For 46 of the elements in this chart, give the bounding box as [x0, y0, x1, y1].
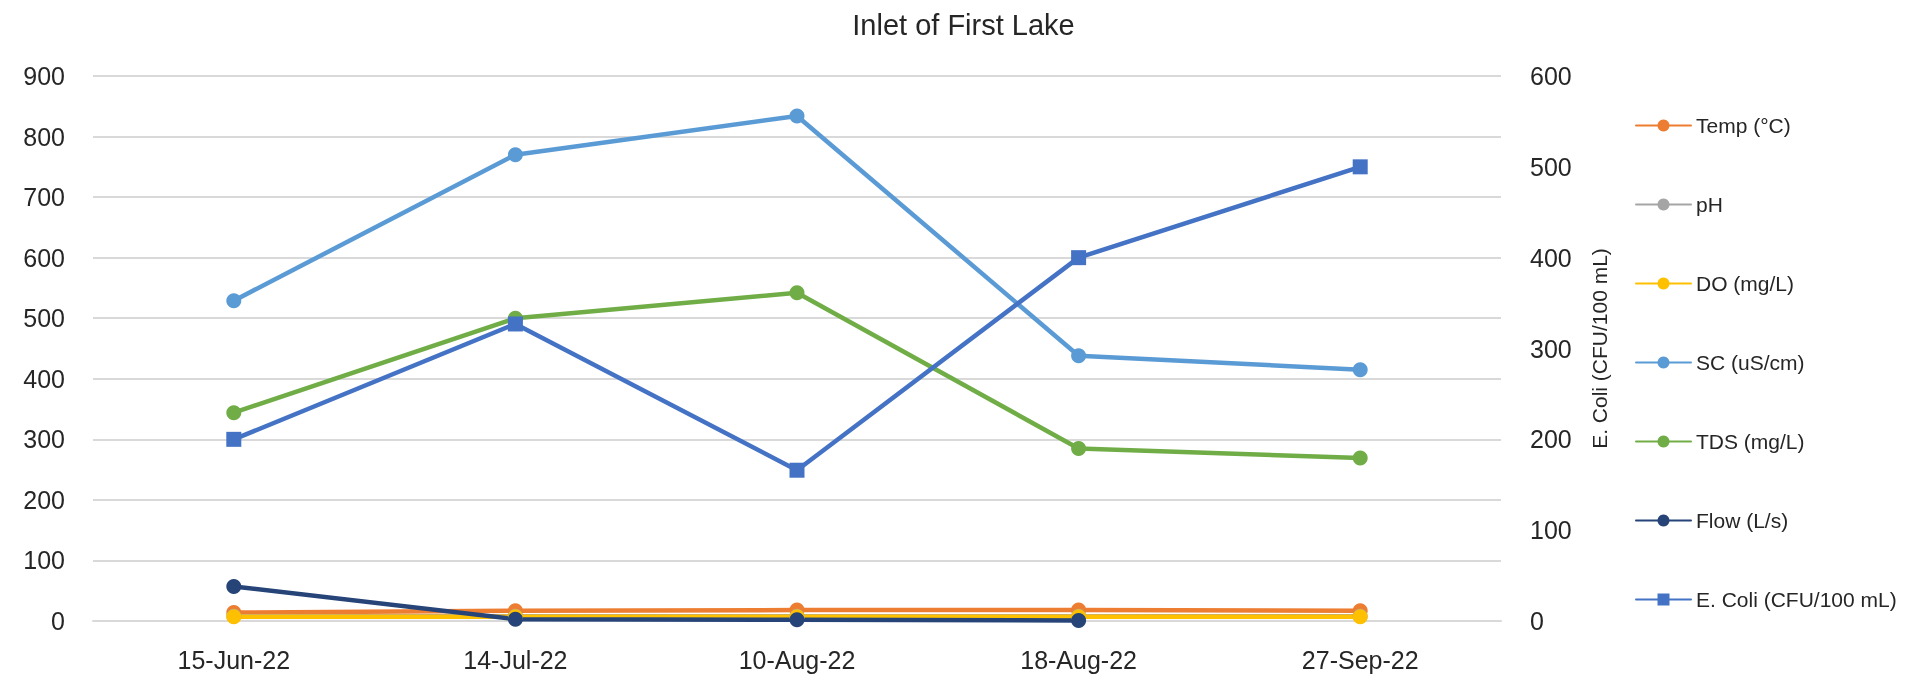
point: [226, 578, 242, 594]
legend-label: pH: [1696, 193, 1723, 216]
point: [1071, 250, 1087, 266]
point: [226, 431, 242, 447]
x-tick-label: 18-Aug-22: [1020, 645, 1137, 674]
x-tick-label: 15-Jun-22: [177, 645, 291, 674]
y2-tick-label: 200: [1530, 425, 1572, 454]
legend-label: Flow (L/s): [1696, 509, 1789, 532]
point: [789, 462, 805, 478]
y-tick-label: 700: [23, 183, 65, 212]
x-tick-label: 10-Aug-22: [738, 645, 856, 674]
y2-tick-label: 0: [1530, 607, 1544, 635]
y2-tick-label: 300: [1530, 334, 1572, 363]
point: [507, 316, 523, 332]
y-tick-label: 800: [23, 122, 65, 151]
x-tick-label: 14-Jul-22: [463, 645, 568, 674]
chart-title: Inlet of First Lake: [852, 8, 1075, 41]
point: [1352, 362, 1368, 378]
x-tick-label: 27-Sep-22: [1301, 645, 1419, 674]
y2-tick-label: 600: [1530, 62, 1572, 90]
point: [789, 285, 805, 301]
y2-tick-label: 400: [1530, 243, 1572, 272]
legend-label: DO (mg/L): [1696, 272, 1795, 295]
point: [226, 293, 242, 309]
point: [1071, 440, 1087, 456]
legend-label: Temp (°C): [1696, 114, 1791, 137]
y-tick-label: 300: [23, 425, 65, 454]
legend-label: TDS (mg/L): [1696, 430, 1805, 453]
point: [1071, 348, 1087, 364]
y-tick-label: 200: [23, 485, 65, 514]
y2-tick-label: 100: [1530, 516, 1572, 545]
y-tick-label: 0: [51, 607, 65, 635]
point: [789, 108, 805, 124]
point: [507, 147, 523, 163]
y-tick-label: 500: [23, 304, 65, 333]
point: [1352, 450, 1368, 466]
point: [226, 405, 242, 421]
y-tick-label: 900: [23, 62, 65, 90]
y-tick-label: 100: [23, 546, 65, 575]
point: [1352, 159, 1368, 175]
y2-axis-title: E. Coli (CFU/100 mL): [1588, 248, 1611, 449]
legend-label: SC (uS/cm): [1696, 351, 1805, 374]
y2-tick-label: 500: [1530, 152, 1572, 181]
legend-label: E. Coli (CFU/100 mL): [1696, 588, 1897, 611]
y-tick-label: 600: [23, 243, 65, 272]
y-tick-label: 400: [23, 364, 65, 393]
